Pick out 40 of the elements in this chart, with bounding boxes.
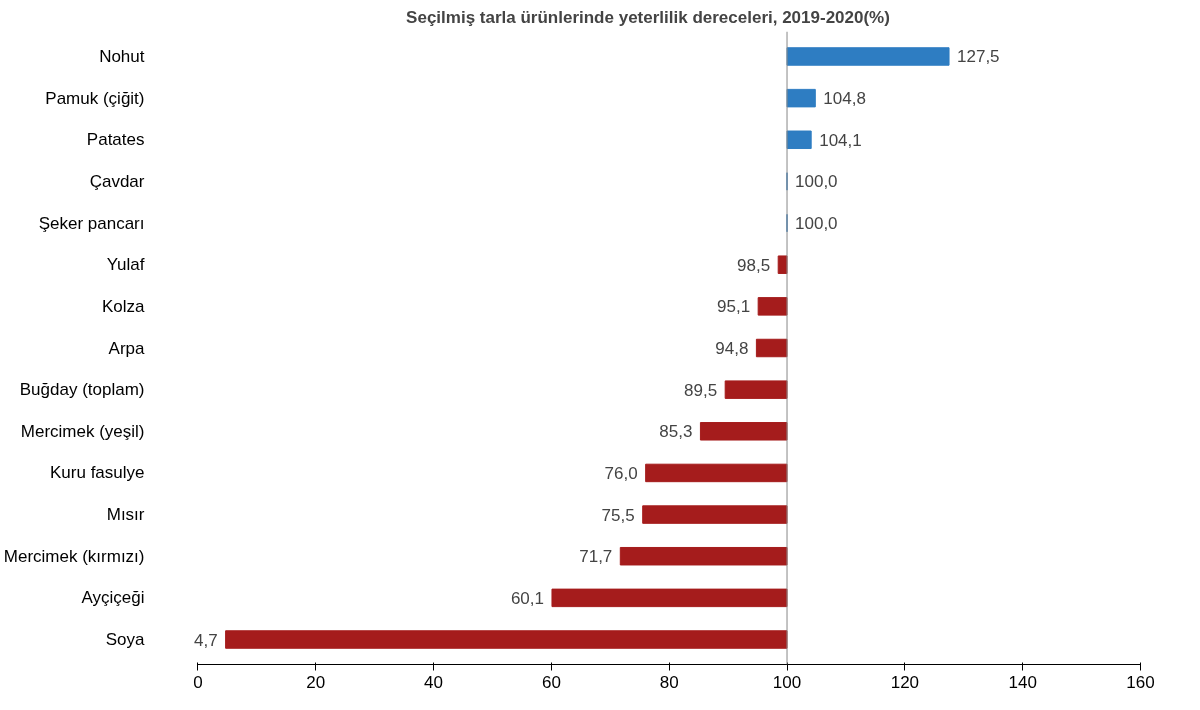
y-tick-label: Kuru fasulye <box>50 463 145 483</box>
y-tick-label: Çavdar <box>89 171 145 191</box>
y-tick-label: Mercimek (kırmızı) <box>3 546 145 566</box>
x-tick-label: 140 <box>1008 672 1037 692</box>
x-tick-label: 80 <box>659 672 679 692</box>
data-label: 104,1 <box>819 130 862 150</box>
x-tick-label: 20 <box>306 672 326 692</box>
data-label: 85,3 <box>659 422 693 442</box>
x-tick-label: 40 <box>424 672 444 692</box>
data-label: 100,0 <box>795 172 838 192</box>
y-tick-label: Kolza <box>101 296 146 316</box>
data-label: 89,5 <box>684 380 718 400</box>
data-label: 127,5 <box>957 47 1000 67</box>
data-label: 104,8 <box>823 89 866 109</box>
y-tick-label: Ayçiçeği <box>81 588 145 608</box>
data-label: 98,5 <box>737 255 771 275</box>
data-label: 75,5 <box>601 505 635 525</box>
y-tick-label: Yulaf <box>106 255 145 275</box>
y-tick-label: Patates <box>86 130 145 150</box>
data-label: 95,1 <box>717 297 751 317</box>
chart-title: Seçilmiş tarla ürünlerinde yeterlilik dereceleri, 2019-2020(%) <box>406 7 890 27</box>
data-label: 94,8 <box>715 339 749 358</box>
y-tick-label: Nohut <box>99 46 145 66</box>
data-label: 60,1 <box>510 588 544 608</box>
data-label: 100,0 <box>795 214 838 234</box>
y-tick-label: Buğday (toplam) <box>19 380 145 400</box>
y-tick-label: Soya <box>105 630 146 650</box>
y-tick-label: Mercimek (yeşil) <box>20 421 145 441</box>
x-tick-label: 0 <box>193 672 203 692</box>
data-label: 4,7 <box>193 630 218 650</box>
data-label: 71,7 <box>579 547 613 567</box>
y-tick-label: Mısır <box>106 505 145 525</box>
x-tick-label: 160 <box>1126 672 1155 692</box>
x-tick-label: 60 <box>541 672 561 692</box>
y-tick-label: Şeker pancarı <box>38 213 145 233</box>
data-label: 76,0 <box>604 463 638 483</box>
y-tick-label: Pamuk (çiğit) <box>45 88 145 108</box>
x-tick-label: 120 <box>890 672 920 692</box>
x-tick-label: 100 <box>772 672 802 692</box>
y-tick-label: Arpa <box>108 338 146 358</box>
